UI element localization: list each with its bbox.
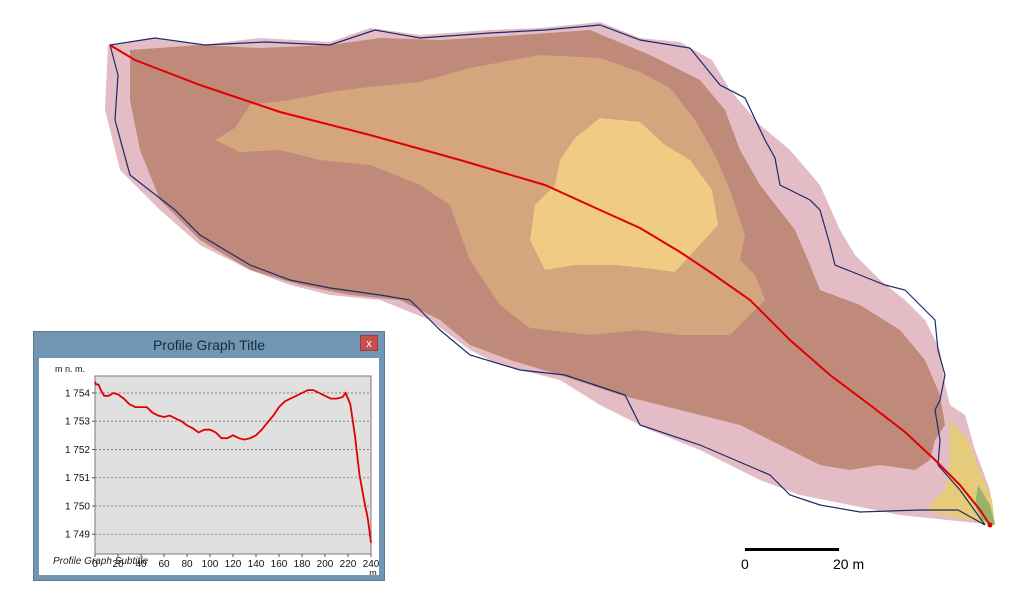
scale-bar-line bbox=[745, 548, 839, 551]
x-tick-label: 80 bbox=[181, 559, 193, 570]
window-title: Profile Graph Title bbox=[152, 337, 266, 353]
area-edge-green bbox=[975, 485, 995, 525]
y-tick-label: 1 754 bbox=[65, 388, 90, 399]
x-tick-label: 200 bbox=[317, 559, 334, 570]
x-tick-label: 140 bbox=[248, 559, 265, 570]
profile-graph-window[interactable]: Profile Graph Title x m n. m. 1 749 1 750 1… bbox=[33, 331, 385, 581]
plot-area bbox=[94, 375, 372, 555]
x-tick-label: 0 bbox=[92, 559, 98, 570]
scale-label-zero: 0 bbox=[741, 556, 749, 572]
x-tick-label: 20 bbox=[112, 559, 124, 570]
close-button[interactable]: x bbox=[360, 335, 378, 351]
x-tick-label: 40 bbox=[135, 559, 147, 570]
x-tick-label: 220 bbox=[340, 559, 357, 570]
x-tick-label: 180 bbox=[294, 559, 311, 570]
y-tick-label: 1 750 bbox=[65, 501, 90, 512]
y-tick-label: 1 753 bbox=[65, 417, 90, 428]
x-tick-label: 120 bbox=[225, 559, 242, 570]
y-tick-label: 1 749 bbox=[65, 530, 90, 541]
profile-chart: m n. m. 1 749 1 750 1 751 1 752 1 753 1 754 0 20… bbox=[55, 364, 379, 575]
graph-subtitle: Profile Graph Subtitle bbox=[53, 556, 149, 567]
x-tick-label: 160 bbox=[271, 559, 288, 570]
scale-bar: 0 20 m bbox=[741, 546, 870, 574]
profile-line bbox=[109, 44, 991, 526]
x-tick-label: 100 bbox=[202, 559, 219, 570]
area-zone-yellow bbox=[530, 118, 718, 272]
x-tick-label: 60 bbox=[158, 559, 170, 570]
y-tick-label: 1 752 bbox=[65, 445, 90, 456]
y-axis-unit: m n. m. bbox=[55, 364, 85, 374]
window-titlebar[interactable]: Profile Graph Title x bbox=[34, 332, 384, 358]
y-tick-label: 1 751 bbox=[65, 473, 90, 484]
scale-label-distance: 20 m bbox=[833, 556, 865, 572]
parcel-boundary bbox=[109, 24, 986, 526]
x-tick-label: 240 bbox=[363, 559, 379, 570]
x-axis-unit: m bbox=[369, 568, 377, 575]
profile-graph-panel: m n. m. 1 749 1 750 1 751 1 752 1 753 1 754 0 20… bbox=[39, 358, 379, 575]
profile-series-line bbox=[94, 381, 372, 543]
profile-end-marker bbox=[987, 522, 993, 528]
